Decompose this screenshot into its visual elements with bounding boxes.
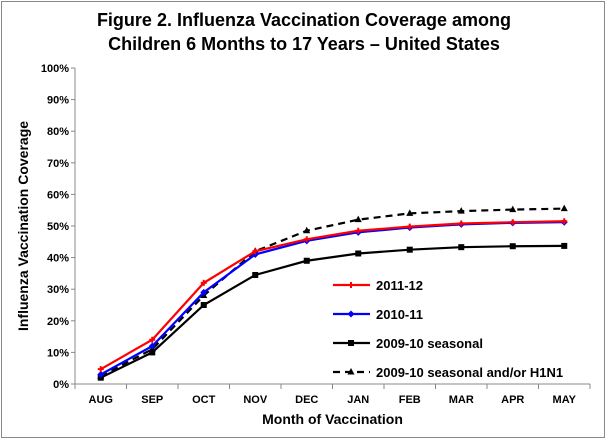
x-axis-title: Month of Vaccination [262,411,403,427]
x-tick-label: FEB [399,394,421,406]
data-point [149,336,156,343]
data-point [561,218,568,225]
data-point [303,226,311,234]
data-point [200,288,208,296]
legend-label: 2011-12 [376,278,423,293]
y-tick-label: 90% [47,95,69,107]
x-tick-label: APR [501,394,524,406]
data-point [560,204,568,212]
x-tick-label: DEC [295,394,318,406]
data-point [561,242,568,249]
data-point [406,246,413,253]
legend-marker [348,340,354,346]
data-point [355,227,362,234]
data-point [303,236,310,243]
y-tick-label: 50% [47,221,69,233]
legend-label: 2009-10 seasonal and/or H1N1 [376,365,563,380]
data-point [97,371,105,379]
data-point [252,271,259,278]
series-line-2009-10-seasonal [100,244,565,379]
series-line-2011-12 [100,220,565,371]
chart-title-line2: Children 6 Months to 17 Years – United S… [108,34,500,54]
data-point [458,220,465,227]
y-tick-label: 40% [47,253,69,265]
data-point [303,257,310,264]
y-tick-label: 30% [47,284,69,296]
legend-marker [347,310,355,318]
data-point [406,209,414,216]
y-axis-title: Influenza Vaccination Coverage [15,121,31,331]
series-line-2010-11 [100,221,565,376]
x-tick-label: OCT [192,394,216,406]
data-point [458,244,465,251]
y-tick-label: 70% [47,158,69,170]
x-tick-label: MAR [449,394,474,406]
legend-marker [348,282,354,288]
x-tick-label: MAY [553,394,577,406]
data-point [148,342,156,350]
data-point [509,243,516,250]
y-tick-label: 10% [47,347,69,359]
data-point [149,349,156,356]
y-tick-label: 100% [41,63,69,75]
legend-label: 2010-11 [376,307,423,322]
x-tick-label: NOV [243,394,268,406]
legend-marker [347,368,355,375]
data-point [406,223,413,230]
x-tick-label: JAN [347,394,369,406]
data-point [200,302,207,308]
data-point [200,279,207,286]
data-point [509,219,516,226]
y-tick-label: 80% [47,126,69,138]
x-tick-label: SEP [141,394,163,406]
y-tick-label: 20% [47,316,69,328]
data-point [355,250,362,257]
data-point [457,207,465,214]
y-tick-label: 60% [47,189,69,201]
data-point [97,366,104,373]
y-tick-label: 0% [53,379,69,391]
data-point [252,248,259,255]
data-point [509,205,517,213]
x-tick-label: AUG [89,394,113,406]
series-line-2009-10-seasonal-and-or-h1n1 [100,207,565,378]
chart-title-line1: Figure 2. Influenza Vaccination Coverage… [96,10,512,30]
legend-label: 2009-10 seasonal [376,336,483,351]
data-point [354,215,362,223]
